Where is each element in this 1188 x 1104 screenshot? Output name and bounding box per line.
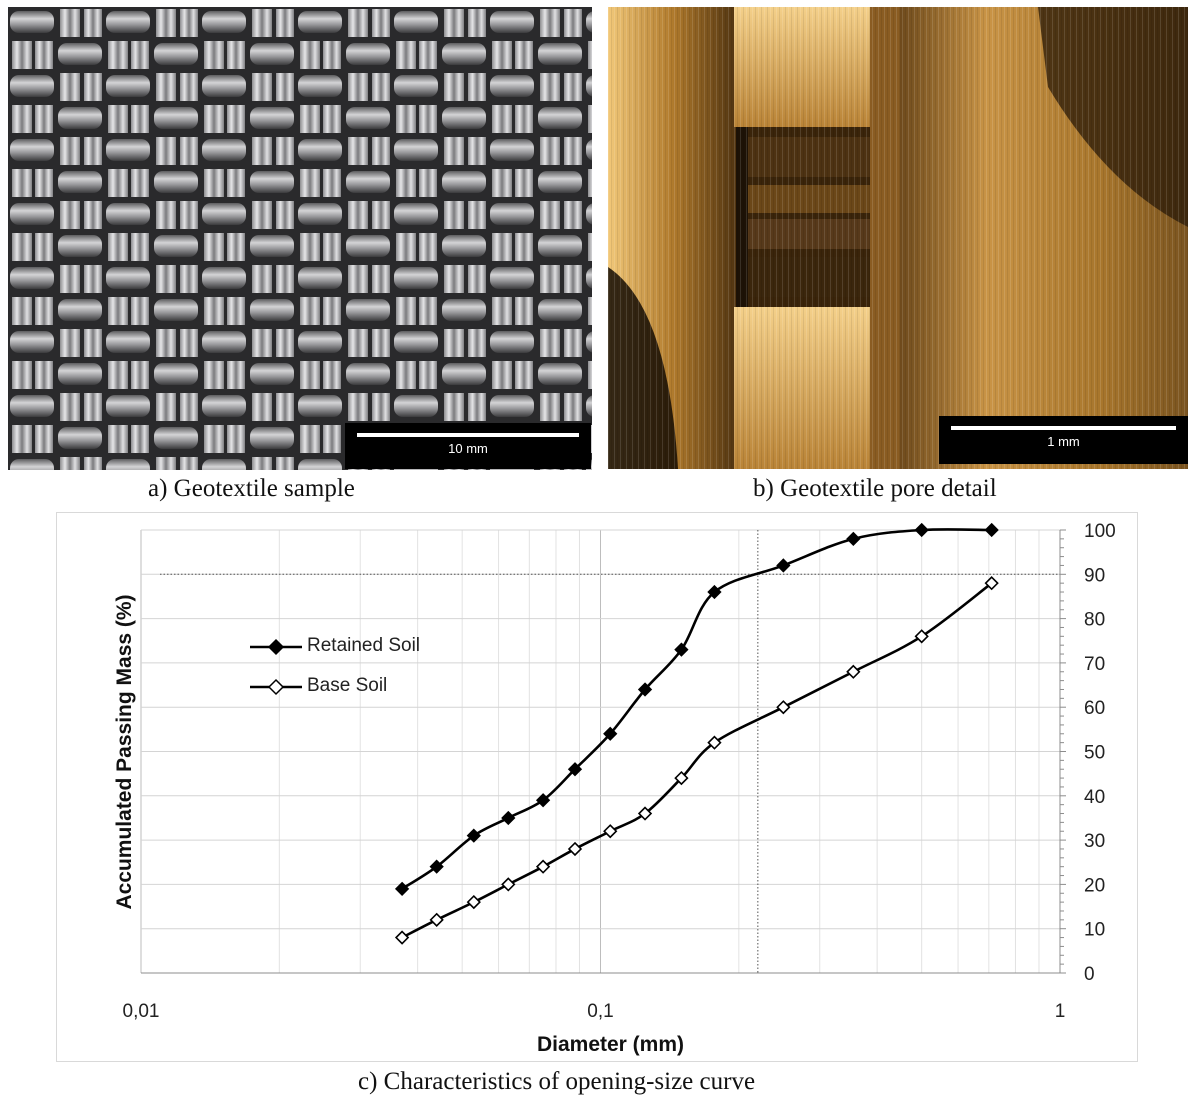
y-tick-label: 0	[1084, 964, 1095, 985]
data-point-retained-soil	[429, 859, 444, 874]
data-point-base-soil	[603, 824, 618, 839]
data-point-base-soil	[707, 735, 722, 750]
y-tick-label: 50	[1084, 743, 1105, 764]
y-tick-label: 100	[1084, 521, 1116, 542]
data-point-base-soil	[501, 877, 516, 892]
data-point-base-soil	[567, 841, 583, 857]
caption-b: b) Geotextile pore detail	[753, 475, 997, 502]
scale-bar-b: 1 mm	[939, 416, 1188, 464]
data-point-base-soil	[394, 930, 410, 945]
data-point-retained-soil	[603, 726, 618, 741]
data-point-base-soil	[429, 912, 444, 927]
data-point-retained-soil	[776, 558, 791, 573]
caption-c: c) Characteristics of opening-size curve	[358, 1068, 756, 1095]
legend-marker-retained	[267, 638, 285, 656]
data-point-retained-soil	[914, 522, 929, 538]
legend-marker-base	[267, 678, 285, 696]
y-tick-label: 80	[1084, 610, 1105, 631]
data-point-base-soil	[535, 859, 551, 874]
data-point-retained-soil	[984, 522, 999, 538]
y-tick-label: 60	[1084, 698, 1105, 719]
data-point-base-soil	[846, 664, 861, 679]
scale-bar-line	[357, 433, 579, 437]
scale-bar-label: 10 mm	[448, 441, 488, 456]
data-point-retained-soil	[567, 762, 583, 777]
data-point-retained-soil	[707, 584, 722, 600]
data-point-base-soil	[776, 700, 791, 715]
data-point-base-soil	[674, 770, 689, 786]
y-tick-label: 10	[1084, 920, 1105, 941]
series-line-retained-soil	[401, 528, 992, 890]
data-point-retained-soil	[637, 682, 653, 697]
legend-label-base: Base Soil	[307, 675, 388, 696]
data-point-base-soil	[466, 894, 481, 910]
data-point-retained-soil	[846, 531, 861, 546]
caption-a: a) Geotextile sample	[148, 475, 355, 502]
legend-label-retained: Retained Soil	[307, 635, 421, 656]
scale-bar-line	[951, 426, 1176, 430]
scale-bar-a: 10 mm	[345, 423, 591, 469]
data-point-base-soil	[914, 629, 929, 644]
geotextile-pore-photo	[608, 7, 1188, 469]
y-tick-label: 40	[1084, 787, 1105, 808]
x-tick-label: 0,1	[587, 1001, 613, 1022]
scale-bar-label: 1 mm	[1047, 434, 1080, 449]
data-point-retained-soil	[674, 642, 689, 657]
geotextile-sample-photo	[8, 7, 592, 470]
data-point-base-soil	[984, 576, 999, 591]
x-tick-label: 1	[1055, 1001, 1066, 1022]
data-point-retained-soil	[535, 793, 551, 808]
data-point-retained-soil	[466, 828, 481, 843]
legend-markers	[250, 638, 302, 696]
y-axis-title: Accumulated Passing Mass (%)	[113, 594, 136, 909]
data-point-retained-soil	[501, 810, 516, 826]
y-tick-label: 30	[1084, 831, 1105, 852]
y-tick-label: 90	[1084, 565, 1105, 586]
x-axis-title: Diameter (mm)	[537, 1033, 684, 1056]
data-point-base-soil	[637, 806, 653, 821]
data-point-retained-soil	[394, 881, 410, 896]
y-tick-label: 20	[1084, 875, 1105, 896]
y-tick-label: 70	[1084, 654, 1105, 675]
x-tick-label: 0,01	[123, 1001, 160, 1022]
